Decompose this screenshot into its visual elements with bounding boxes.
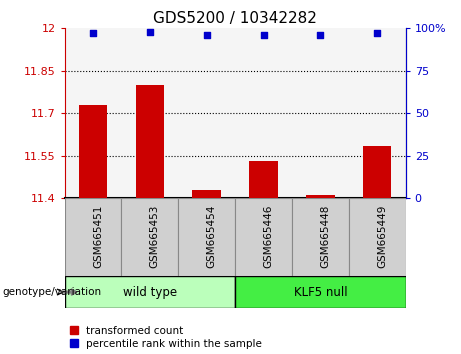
Bar — [79, 105, 107, 198]
Text: wild type: wild type — [123, 286, 177, 298]
Text: GSM665454: GSM665454 — [207, 205, 217, 268]
Point — [89, 30, 97, 36]
Bar — [249, 161, 278, 198]
Text: KLF5 null: KLF5 null — [294, 286, 347, 298]
Legend: transformed count, percentile rank within the sample: transformed count, percentile rank withi… — [70, 326, 262, 349]
Bar — [306, 195, 335, 198]
Point — [203, 32, 210, 38]
Text: GSM665451: GSM665451 — [93, 205, 103, 268]
Bar — [121, 198, 178, 276]
Text: GSM665453: GSM665453 — [150, 205, 160, 268]
Text: GSM665448: GSM665448 — [320, 205, 331, 268]
Point — [260, 32, 267, 38]
Bar — [193, 190, 221, 198]
Bar — [136, 85, 164, 198]
Point — [317, 32, 324, 38]
Bar — [363, 146, 391, 198]
Text: GSM665449: GSM665449 — [377, 205, 387, 268]
Bar — [65, 276, 235, 308]
Point — [373, 30, 381, 36]
Bar — [235, 198, 292, 276]
Bar — [235, 276, 406, 308]
Bar — [292, 198, 349, 276]
Title: GDS5200 / 10342282: GDS5200 / 10342282 — [153, 11, 317, 26]
Text: GSM665446: GSM665446 — [264, 205, 273, 268]
Text: genotype/variation: genotype/variation — [2, 287, 101, 297]
Bar — [349, 198, 406, 276]
Bar — [65, 198, 121, 276]
Bar — [178, 198, 235, 276]
Point — [146, 29, 154, 35]
